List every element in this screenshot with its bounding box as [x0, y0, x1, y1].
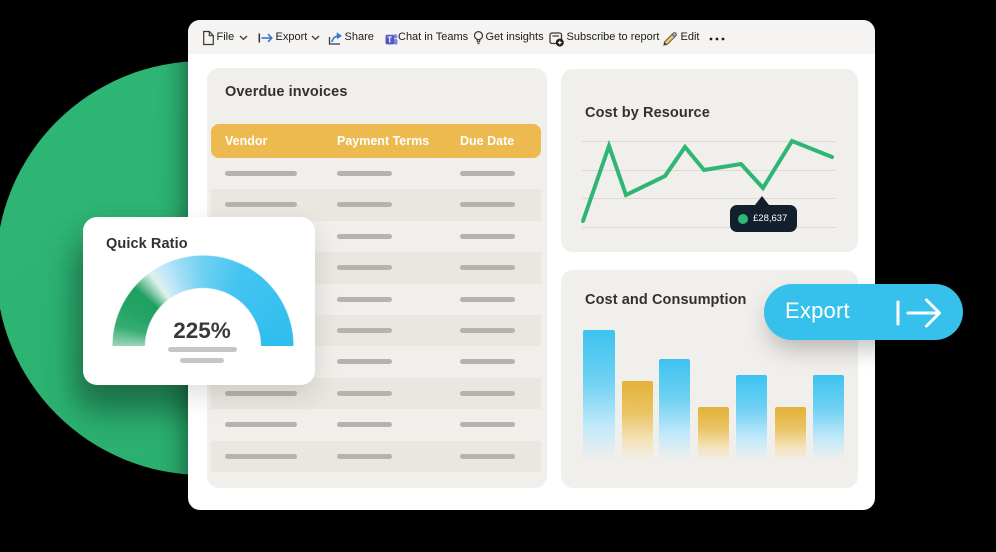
- svg-text:T: T: [387, 35, 392, 44]
